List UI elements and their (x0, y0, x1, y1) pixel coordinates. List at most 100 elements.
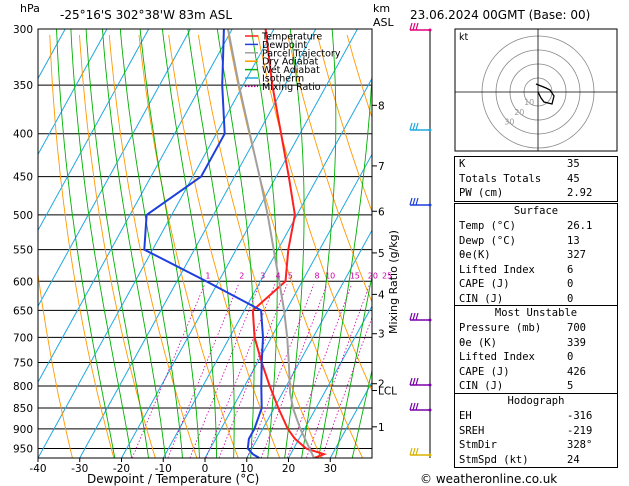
wind-barb-base (428, 383, 432, 387)
wind-barb-flag (409, 122, 413, 131)
isotherm-line (329, 381, 372, 458)
mixing-ratio-label: 25 (382, 271, 392, 280)
surface-table: Surface Temp (°C) 26.1 Dewp (°C) 13 θe(K) 3… (454, 203, 618, 307)
wind-barb-flag (409, 312, 413, 321)
dry-adiabat-line (197, 34, 322, 458)
wind-barb-base (428, 28, 432, 32)
index-row-pw: PW (cm) 2.92 (459, 187, 593, 199)
mixing-ratio-label: 20 (368, 271, 378, 280)
wind-barb-flag (409, 22, 413, 31)
wind-barb-base (428, 318, 432, 322)
most-unstable-title: Most Unstable (494, 307, 578, 319)
mixing-ratio-line (286, 284, 353, 458)
pressure-tick-label: 550 (13, 245, 33, 257)
skewt-axes: 3003504004505005506006507007508008509009… (13, 24, 397, 475)
isotherm-line (0, 29, 23, 458)
mixing-ratio-label: 10 (325, 271, 335, 280)
km-tick-label: 6 (378, 206, 385, 218)
x-tick-label: 20 (282, 463, 295, 475)
mu-row: Pressure (mb) 700 (459, 322, 586, 334)
wind-barb-flag (415, 312, 419, 321)
dry-adiabat-line (49, 34, 115, 458)
mixing-ratio-line (218, 284, 288, 458)
mixing-ratio-axis-label: Mixing Ratio (g/kg) (387, 230, 400, 334)
isotherm-line (246, 229, 372, 458)
mixing-ratio-label: 4 (276, 271, 281, 280)
hodograph-trace (535, 83, 555, 105)
isotherm-line (162, 77, 372, 458)
x-axis-label: Dewpoint / Temperature (°C) (87, 472, 259, 486)
datetime-title: 23.06.2024 00GMT (Base: 00) (410, 8, 590, 22)
wind-barb-flag (409, 447, 413, 456)
wind-barb-base (428, 453, 432, 457)
mixing-ratio-line (321, 316, 372, 458)
credit: © weatheronline.co.uk (420, 472, 557, 486)
mixing-ratio-label: 2 (239, 271, 244, 280)
wet-adiabat-line (56, 29, 116, 458)
x-tick-label: -30 (71, 463, 88, 475)
wet-adiabat-line (318, 65, 372, 458)
surface-row: Dewp (°C) 13 (459, 234, 580, 247)
pressure-tick-label: 600 (13, 276, 33, 288)
legend-label: Dewpoint (262, 40, 307, 51)
km-unit: km (373, 2, 390, 15)
wind-barb-flag (412, 377, 416, 386)
dry-adiabat-line (138, 34, 239, 458)
mixing-ratio-label: 8 (314, 271, 319, 280)
mixing-ratio-line (205, 284, 276, 458)
wind-barb-flag (412, 197, 416, 206)
mu-row: CAPE (J) 426 (459, 365, 586, 378)
surface-row: CIN (J) 0 (459, 292, 574, 305)
x-tick-label: 10 (240, 463, 253, 475)
wind-barb-flag (412, 402, 416, 411)
mixing-ratio-label: 5 (288, 271, 293, 280)
x-tick-label: -40 (29, 463, 46, 475)
pressure-tick-label: 400 (13, 129, 33, 141)
isotherm-line (288, 305, 372, 458)
x-tick-label: 30 (324, 463, 337, 475)
most-unstable-table: Most Unstable Pressure (mb) 700 θe (K) 339… (454, 305, 618, 395)
asl-unit: ASL (373, 16, 395, 29)
mixing-ratio-label: 1 (205, 271, 210, 280)
wind-barb-flag (415, 447, 419, 456)
mu-row: θe (K) 339 (459, 336, 586, 349)
wet-adiabat-line (70, 29, 133, 458)
surface-row: Temp (°C) 26.1 (459, 220, 593, 232)
wind-barb-flag (415, 22, 419, 31)
hodograph-ring-label: 20 (514, 108, 524, 117)
hodograph-table-title: Hodograph (507, 395, 565, 407)
wet-adiabat-line (119, 29, 183, 458)
wet-adiabat-line (334, 273, 372, 458)
surface-row: θe(K) 327 (459, 249, 586, 261)
x-tick-label: 0 (202, 463, 209, 475)
legend-label: Parcel Trajectory (262, 48, 341, 59)
pressure-tick-label: 850 (13, 403, 33, 415)
km-tick-label: 1 (378, 422, 385, 434)
parcel-trajectory-profile (227, 29, 315, 458)
wind-barb-flag (412, 447, 416, 456)
x-tick-label: -20 (113, 463, 130, 475)
dry-adiabat-line (38, 270, 73, 458)
skewt-grid (0, 29, 372, 458)
mixing-ratio-label: 15 (350, 271, 360, 280)
isotherm-line (38, 29, 233, 384)
pressure-tick-label: 800 (13, 381, 33, 393)
km-tick-label: 8 (378, 100, 385, 112)
wind-barb-flag (409, 197, 413, 206)
wet-adiabat-line (284, 29, 305, 458)
skewt-profiles (143, 29, 328, 458)
isotherm-line (38, 29, 150, 232)
temperature-profile (251, 29, 328, 458)
hodograph-frame (454, 28, 618, 152)
x-tick-label: -10 (155, 463, 172, 475)
wind-barb-base (428, 128, 432, 132)
pressure-tick-label: 700 (13, 332, 33, 344)
dewpoint-profile (143, 29, 265, 458)
mu-row: Lifted Index 0 (459, 351, 574, 363)
hodograph-ring-label: 30 (504, 118, 514, 127)
pressure-tick-label: 650 (13, 305, 33, 317)
hodo-row: EH -316 (459, 410, 593, 422)
